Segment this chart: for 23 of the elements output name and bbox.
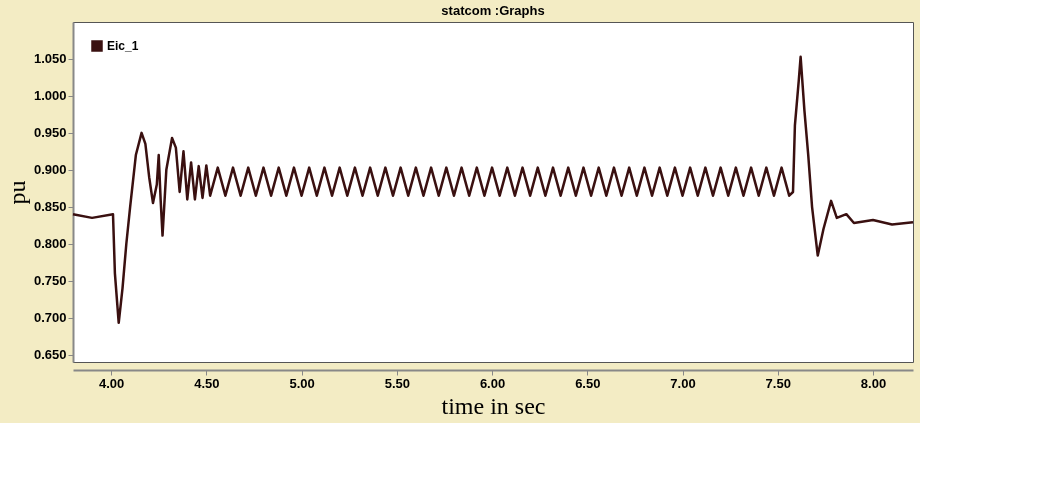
chart-title: statcom :Graphs: [441, 3, 545, 18]
legend-label: Eic_1: [107, 39, 139, 53]
x-tick-label: 7.50: [765, 375, 791, 391]
x-tick-label: 4.00: [98, 375, 125, 391]
x-tick-label: 5.50: [384, 375, 410, 391]
y-tick-label: 1.000: [33, 88, 67, 104]
y-tick-label: 0.850: [33, 199, 67, 215]
x-tick-label: 8.00: [860, 375, 887, 391]
x-tick-label: 7.00: [670, 375, 696, 391]
y-tick-label: 0.750: [33, 273, 67, 289]
y-tick-label: 0.650: [33, 347, 67, 363]
x-tick-label: 5.00: [289, 375, 315, 391]
y-tick-label: 0.950: [33, 125, 67, 141]
x-axis-title: time in sec: [441, 392, 546, 419]
line-series: [71, 55, 915, 325]
y-tick-label: 0.900: [33, 162, 67, 178]
x-tick-label: 6.50: [575, 375, 601, 391]
x-tick-label: 4.50: [194, 375, 220, 391]
y-tick-label: 0.700: [33, 310, 67, 326]
y-tick-label: 0.800: [33, 236, 67, 252]
x-tick-label: 6.00: [479, 375, 506, 391]
y-axis-title: pu: [3, 180, 30, 205]
y-tick-label: 1.050: [33, 51, 67, 67]
